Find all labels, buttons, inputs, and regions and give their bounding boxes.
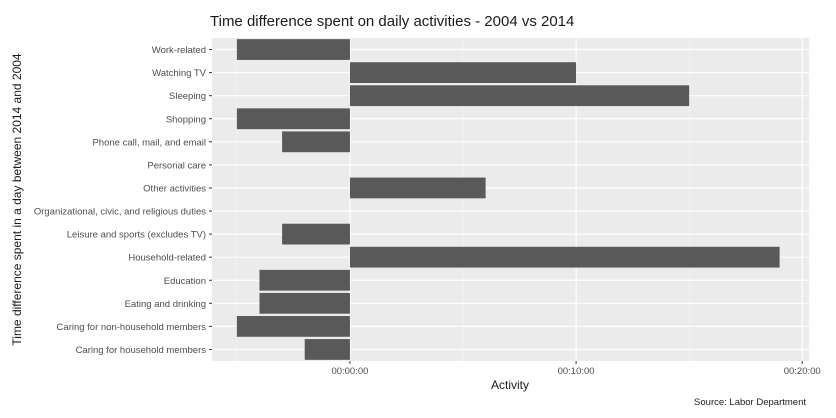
bar xyxy=(282,131,350,153)
bars xyxy=(236,39,780,360)
major-gridlines xyxy=(212,38,809,361)
y-tick-label: Household-related xyxy=(128,253,206,264)
bar xyxy=(282,223,350,245)
bar xyxy=(259,269,350,291)
x-tick-label: 00:10:00 xyxy=(558,366,595,377)
bar xyxy=(259,292,350,314)
bar xyxy=(236,316,350,337)
bar xyxy=(236,39,350,60)
x-axis-title: Activity xyxy=(491,378,529,392)
y-tick-label: Shopping xyxy=(166,114,206,125)
x-tick-label: 00:00:00 xyxy=(331,366,368,377)
bar xyxy=(349,246,780,268)
bar xyxy=(304,339,350,360)
y-axis: Work-related Watching TV Sleeping Shopping P… xyxy=(34,45,212,356)
y-tick-label: Leisure and sports (excludes TV) xyxy=(67,230,206,241)
y-tick-label: Watching TV xyxy=(152,68,207,79)
y-tick-label: Work-related xyxy=(152,45,206,56)
bar xyxy=(236,108,350,130)
x-axis: 00:00:00 00:10:00 00:20:00 xyxy=(331,361,821,377)
y-tick-label: Education xyxy=(164,276,206,287)
bar xyxy=(349,62,577,83)
y-tick-label: Other activities xyxy=(143,183,206,194)
y-tick-label: Phone call, mail, and email xyxy=(92,137,206,148)
chart-title: Time difference spent on daily activitie… xyxy=(210,13,574,30)
y-axis-title: Time difference spent in a day between 2… xyxy=(10,53,24,346)
y-tick-label: Caring for non-household members xyxy=(57,322,207,333)
y-tick-label: Organizational, civic, and religious dut… xyxy=(34,207,206,218)
y-tick-label: Caring for household members xyxy=(76,345,207,356)
bar xyxy=(349,85,690,107)
y-tick-label: Personal care xyxy=(147,160,206,171)
bar xyxy=(349,177,486,199)
chart-caption: Source: Labor Department xyxy=(694,397,806,408)
x-tick-label: 00:20:00 xyxy=(784,366,821,377)
y-tick-label: Sleeping xyxy=(169,91,206,102)
y-tick-label: Eating and drinking xyxy=(125,299,206,310)
